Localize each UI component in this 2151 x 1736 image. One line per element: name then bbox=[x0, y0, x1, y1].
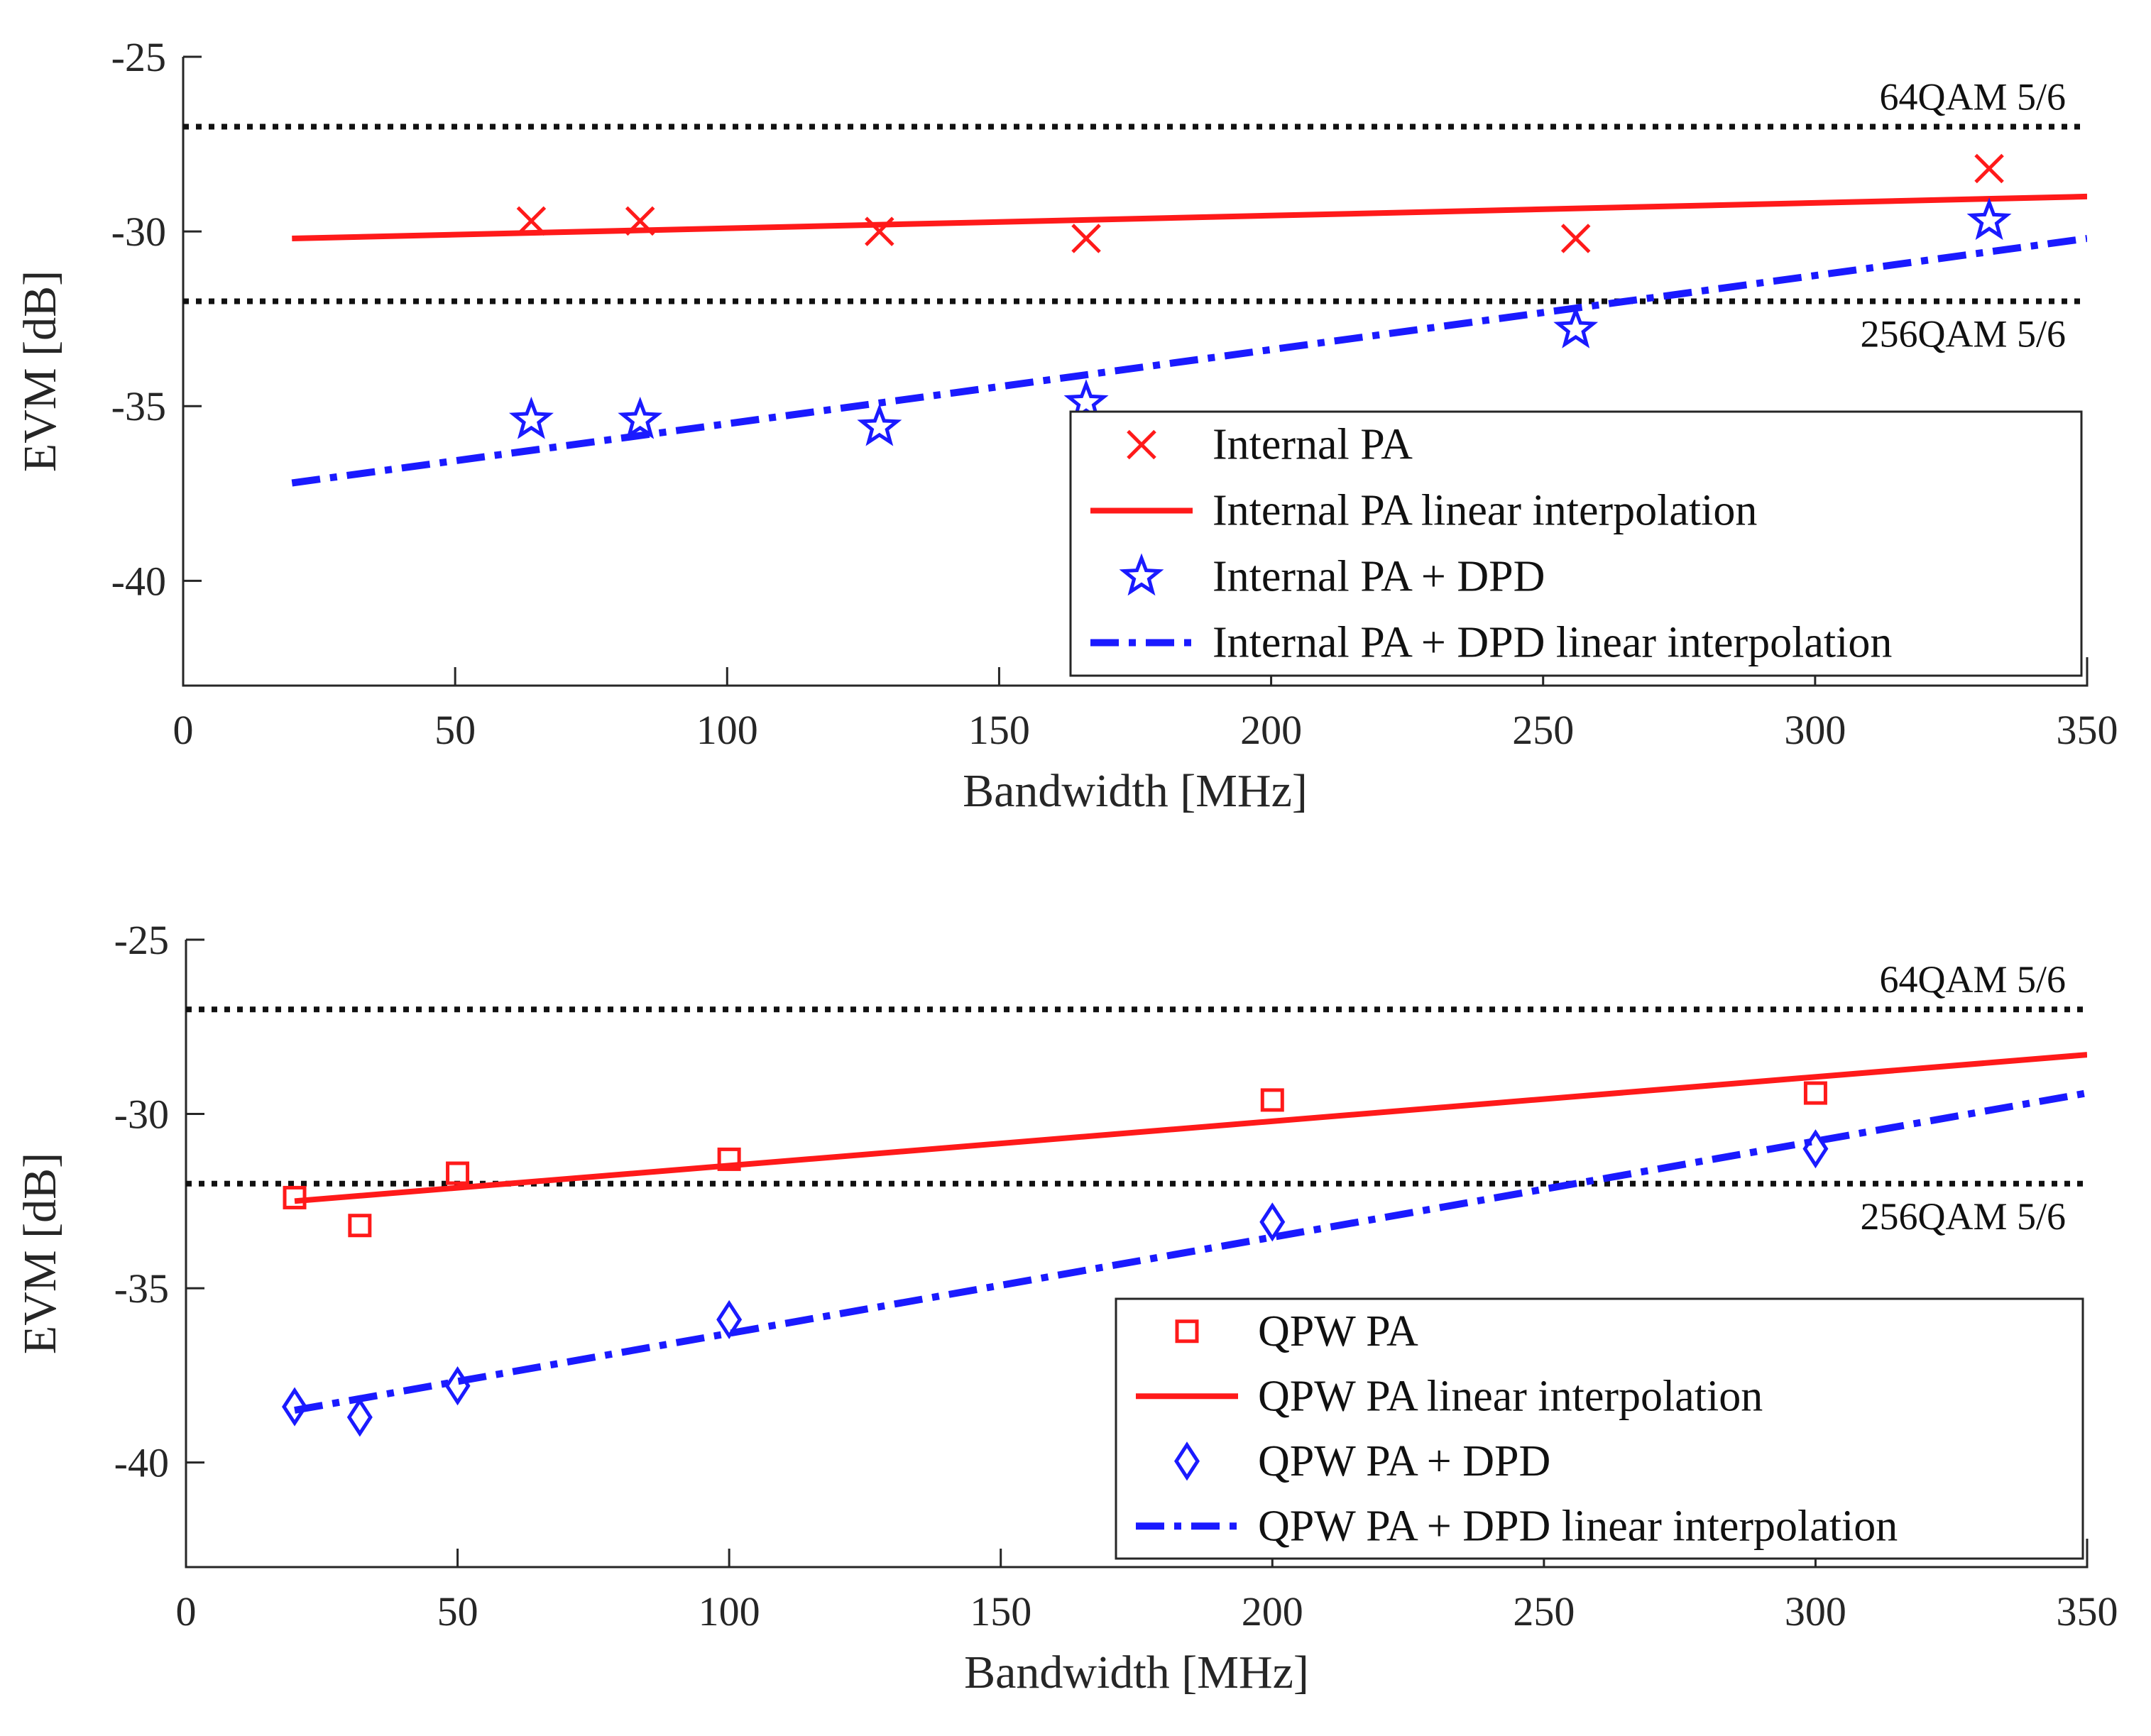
chart-panel-1: 0 50 100 150 200 250 300 350 -25 -30 -35 -40 Bandwid… bbox=[14, 34, 2118, 817]
y-tick-label: -30 bbox=[111, 209, 166, 255]
y-axis-label: EVM [dB] bbox=[14, 270, 66, 472]
data-point bbox=[717, 1147, 741, 1171]
x-tick-label: 150 bbox=[970, 1588, 1031, 1635]
data-point bbox=[1966, 197, 2012, 241]
x-tick-label: 250 bbox=[1512, 707, 1574, 753]
x-tick-label: 350 bbox=[2057, 707, 2118, 753]
legend-entry-label: Internal PA + DPD linear interpolation bbox=[1213, 619, 1892, 667]
x-tick-label: 200 bbox=[1242, 1588, 1303, 1635]
threshold-label: 64QAM 5/6 bbox=[1879, 958, 2066, 1001]
y-tick-label: -30 bbox=[114, 1092, 169, 1138]
data-point bbox=[716, 1300, 743, 1339]
data-point bbox=[348, 1214, 372, 1238]
plot-area bbox=[291, 153, 2087, 487]
legend-entry-label: Internal PA bbox=[1213, 421, 1413, 469]
data-point bbox=[625, 206, 655, 236]
data-point bbox=[1260, 1088, 1284, 1112]
x-tick-label: 100 bbox=[699, 1588, 760, 1635]
plot-area bbox=[282, 1052, 2087, 1437]
x-tick-label: 150 bbox=[968, 707, 1030, 753]
data-point bbox=[1071, 224, 1101, 253]
y-tick-label: -35 bbox=[111, 383, 166, 429]
y-tick-label: -25 bbox=[114, 917, 169, 963]
legend-entry-label: Internal PA + DPD bbox=[1213, 553, 1545, 601]
y-tick-label: -40 bbox=[111, 558, 166, 604]
legend-marker bbox=[1127, 429, 1156, 460]
x-tick-label: 50 bbox=[437, 1588, 478, 1635]
legend: Internal PA Internal PA linear interpolat… bbox=[1069, 410, 2083, 677]
y-tick-label: -25 bbox=[111, 34, 166, 80]
data-point bbox=[444, 1366, 471, 1406]
data-point bbox=[346, 1397, 373, 1437]
data-point bbox=[618, 396, 663, 439]
x-tick-label: 350 bbox=[2057, 1588, 2118, 1635]
legend-entry-label: QPW PA bbox=[1258, 1307, 1418, 1356]
legend-entry-label: QPW PA linear interpolation bbox=[1258, 1372, 1763, 1420]
x-tick-label: 100 bbox=[696, 707, 758, 753]
x-tick-label: 200 bbox=[1240, 707, 1302, 753]
x-tick-label: 0 bbox=[173, 707, 194, 753]
x-tick-label: 300 bbox=[1785, 1588, 1846, 1635]
data-point bbox=[283, 1185, 307, 1209]
data-point bbox=[1553, 305, 1599, 348]
threshold-label: 256QAM 5/6 bbox=[1860, 313, 2066, 356]
legend-marker bbox=[1174, 1441, 1200, 1481]
legend-entry-label: QPW PA + DPD linear interpolation bbox=[1258, 1502, 1898, 1550]
data-point bbox=[1063, 379, 1109, 422]
chart-panel-2: 0 50 100 150 200 250 300 350 -25 -30 -35 -40 Bandwid… bbox=[14, 917, 2118, 1698]
y-tick-label: -35 bbox=[114, 1265, 169, 1312]
data-point bbox=[1560, 224, 1591, 253]
threshold-label: 256QAM 5/6 bbox=[1860, 1195, 2066, 1238]
data-point bbox=[282, 1387, 308, 1427]
data-point bbox=[508, 396, 554, 439]
series-line bbox=[292, 193, 2087, 241]
data-point bbox=[1974, 153, 2004, 184]
x-axis-label: Bandwidth [MHz] bbox=[964, 1647, 1309, 1698]
y-axis-label: EVM [dB] bbox=[14, 1153, 66, 1354]
x-tick-label: 250 bbox=[1513, 1588, 1575, 1635]
data-point bbox=[865, 216, 894, 246]
legend-marker bbox=[1175, 1319, 1199, 1344]
legend: QPW PA QPW PA linear interpolation QPW PA … bbox=[1115, 1297, 2084, 1560]
data-point bbox=[446, 1161, 470, 1185]
series-line bbox=[291, 235, 2087, 487]
x-tick-label: 50 bbox=[434, 707, 476, 753]
legend-box bbox=[1115, 1297, 2084, 1560]
legend-entry-label: Internal PA linear interpolation bbox=[1213, 487, 1757, 535]
y-tick-label: -40 bbox=[114, 1440, 169, 1486]
legend-marker bbox=[1119, 553, 1164, 596]
series-line bbox=[294, 1052, 2087, 1204]
data-point bbox=[516, 206, 547, 236]
x-axis-label: Bandwidth [MHz] bbox=[963, 765, 1308, 817]
legend-box bbox=[1069, 410, 2083, 677]
data-point bbox=[1803, 1081, 1827, 1105]
x-tick-label: 300 bbox=[1784, 707, 1846, 753]
legend-entry-label: QPW PA + DPD bbox=[1258, 1437, 1550, 1485]
data-point bbox=[1259, 1202, 1286, 1242]
x-tick-label: 0 bbox=[176, 1588, 197, 1635]
data-point bbox=[857, 403, 902, 446]
data-point bbox=[1802, 1129, 1829, 1169]
series-line bbox=[294, 1089, 2087, 1414]
threshold-label: 64QAM 5/6 bbox=[1879, 75, 2066, 118]
